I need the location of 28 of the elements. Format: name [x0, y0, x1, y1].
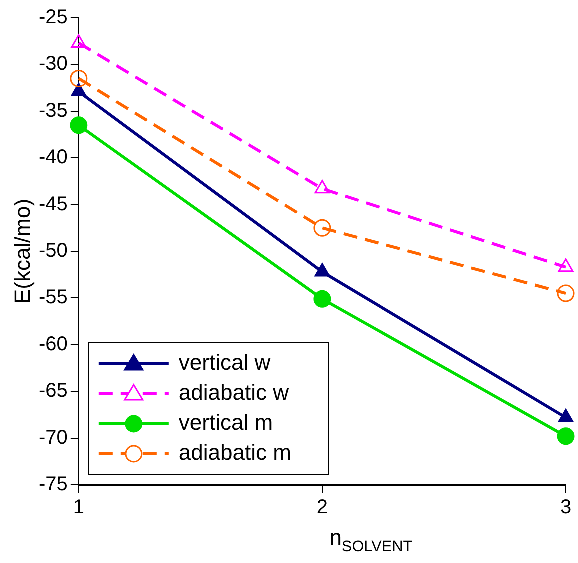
point [557, 428, 575, 446]
legend-label: vertical w [178, 350, 271, 376]
point [314, 219, 332, 237]
point [314, 290, 332, 308]
y-tick-label: -35 [39, 100, 68, 122]
y-tick-label: -55 [39, 286, 68, 309]
point [314, 263, 330, 277]
y-tick-label: -60 [39, 333, 68, 356]
legend-label: vertical m [178, 410, 274, 436]
legend-label: adiabatic w [178, 380, 290, 406]
y-tick-label: -30 [39, 53, 68, 76]
y-tick-label: -25 [39, 6, 68, 29]
point [314, 180, 330, 194]
x-tick-label: 1 [73, 496, 84, 519]
point [71, 34, 87, 48]
point [71, 83, 87, 97]
y-tick-label: -65 [39, 380, 68, 402]
y-tick-label: -70 [39, 426, 68, 449]
x-tick-label: 2 [316, 496, 328, 519]
y-axis-title: E(kcal/mo) [10, 198, 35, 304]
y-tick-label: -40 [39, 146, 68, 169]
legend-label: adiabatic m [178, 440, 292, 466]
y-tick-label: -50 [39, 240, 68, 262]
x-tick-label: 3 [560, 496, 572, 519]
point [558, 258, 574, 272]
point [557, 284, 575, 302]
y-tick-label: -75 [39, 474, 68, 496]
y-tick-label: -45 [39, 193, 68, 216]
